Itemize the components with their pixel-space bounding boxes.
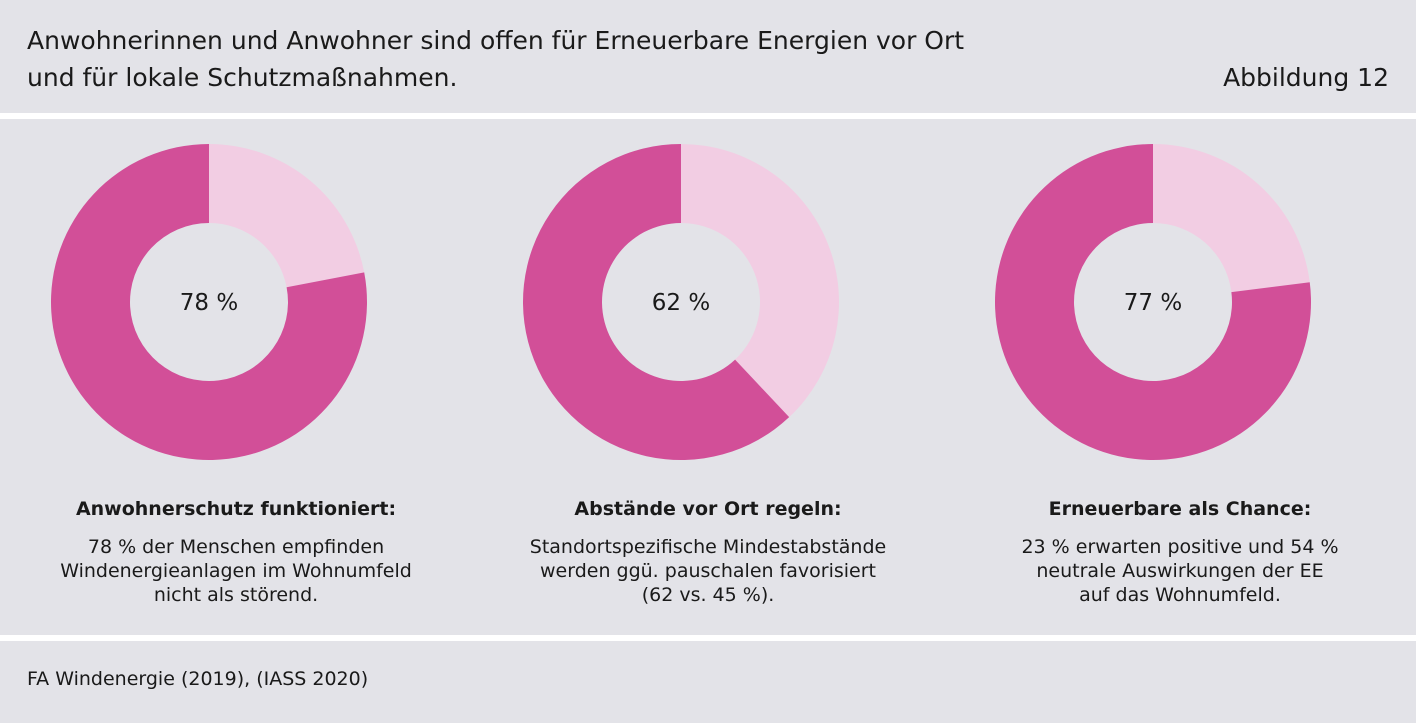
donut-slice-primary (995, 144, 1311, 461)
title-line-2: und für lokale Schutzmaßnahmen. (27, 63, 458, 92)
donut-chart-2: 62 % (523, 144, 839, 460)
divider-top (0, 113, 1416, 119)
divider-bottom (0, 635, 1416, 641)
donut-slice-primary (51, 144, 367, 460)
caption-title-3: Erneuerbare als Chance: (1048, 498, 1312, 520)
caption-3: Erneuerbare als Chance: 23 % erwarten po… (944, 497, 1416, 607)
caption-line: werden ggü. pauschalen favorisiert (539, 560, 877, 582)
donut-chart-3: 77 % (995, 144, 1311, 461)
caption-2: Abstände vor Ort regeln: Standortspezifi… (472, 497, 944, 607)
caption-line: Windenergieanlagen im Wohnumfeld (60, 560, 412, 582)
caption-text-1: 78 % der Menschen empfinden Windenergiea… (0, 535, 472, 607)
source-note: FA Windenergie (2019), (IASS 2020) (27, 668, 369, 690)
title-line-1: Anwohnerinnen und Anwohner sind offen fü… (27, 26, 965, 55)
caption-line: 23 % erwarten positive und 54 % (1021, 536, 1339, 558)
chart-title: Anwohnerinnen und Anwohner sind offen fü… (27, 22, 1027, 96)
caption-line: neutrale Auswirkungen der EE (1036, 560, 1324, 582)
donut-center-label: 78 % (180, 290, 238, 316)
caption-line: (62 vs. 45 %). (641, 584, 775, 606)
donut-panel-2: 62 % Abstände vor Ort regeln: Standortsp… (472, 119, 944, 635)
donut-panel-1: 78 % Anwohnerschutz funktioniert: 78 % d… (0, 119, 472, 635)
caption-line: auf das Wohnumfeld. (1079, 584, 1281, 606)
caption-text-3: 23 % erwarten positive und 54 % neutrale… (944, 535, 1416, 607)
caption-line: 78 % der Menschen empfinden (87, 536, 385, 558)
donut-slice-primary (523, 144, 790, 460)
figure-label: Abbildung 12 (1223, 63, 1389, 92)
donut-slice-secondary (209, 144, 365, 288)
caption-text-2: Standortspezifische Mindestabstände werd… (472, 535, 944, 607)
caption-line: Standortspezifische Mindestabstände (529, 536, 887, 558)
donut-center-label: 77 % (1124, 290, 1182, 316)
caption-title-2: Abstände vor Ort regeln: (574, 498, 842, 520)
caption-1: Anwohnerschutz funktioniert: 78 % der Me… (0, 497, 472, 607)
header: Anwohnerinnen und Anwohner sind offen fü… (0, 0, 1416, 113)
donut-center-label: 62 % (652, 290, 710, 316)
donut-chart-1: 78 % (51, 144, 367, 460)
donut-panel-3: 77 % Erneuerbare als Chance: 23 % erwart… (944, 119, 1416, 635)
donut-slice-secondary (681, 144, 839, 418)
caption-title-1: Anwohnerschutz funktioniert: (75, 498, 397, 520)
caption-line: nicht als störend. (153, 584, 319, 606)
donut-slice-secondary (1153, 144, 1310, 293)
